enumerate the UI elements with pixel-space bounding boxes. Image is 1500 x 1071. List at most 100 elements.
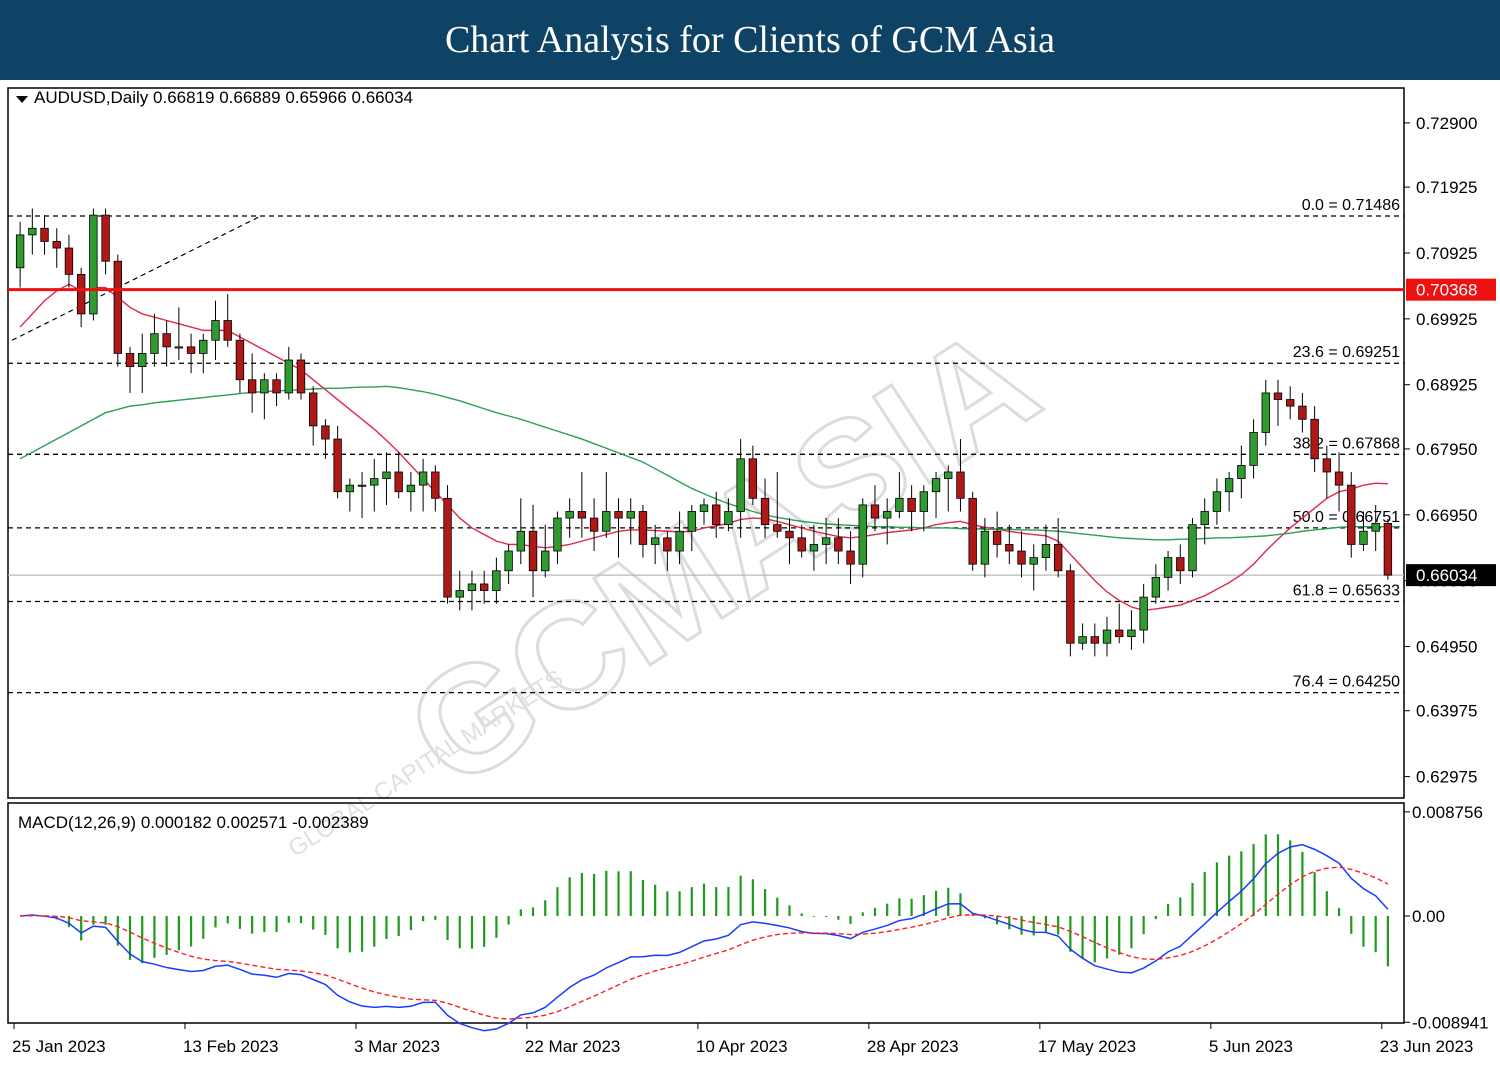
candle-body-down xyxy=(1347,484,1356,545)
price-tick-label: 0.69925 xyxy=(1416,310,1477,329)
candle-body-up xyxy=(28,227,37,236)
candle-body-down xyxy=(1298,405,1307,420)
candle-body-up xyxy=(1200,511,1209,526)
resistance-price-label: 0.70368 xyxy=(1416,281,1477,300)
candle-body-down xyxy=(846,550,855,565)
candle-body-down xyxy=(614,511,623,519)
candle-body-up xyxy=(565,511,574,519)
candle-body-up xyxy=(1237,464,1246,479)
macd-label: MACD(12,26,9) 0.000182 0.002571 -0.00238… xyxy=(18,813,369,832)
candle-body-down xyxy=(235,339,245,381)
candle xyxy=(370,458,379,512)
fib-level-label: 61.8 = 0.65633 xyxy=(1293,583,1400,600)
candle-body-up xyxy=(980,530,990,565)
candle xyxy=(394,452,403,499)
candle xyxy=(895,471,904,519)
candle-body-up xyxy=(858,504,867,565)
dashed-trendline xyxy=(11,215,261,341)
price-tick-label: 0.72900 xyxy=(1416,114,1477,133)
candle xyxy=(406,471,416,512)
macd-tick-label: -0.008941 xyxy=(1412,1013,1489,1032)
candle xyxy=(1017,531,1026,578)
candle xyxy=(846,531,855,584)
candle-body-down xyxy=(907,497,916,512)
candle-body-down xyxy=(589,517,599,532)
candle-body-up xyxy=(602,511,611,532)
candle xyxy=(1163,551,1173,591)
candle-body-down xyxy=(333,438,342,493)
candle xyxy=(553,511,562,565)
candle-body-down xyxy=(1286,399,1295,407)
candle xyxy=(1310,406,1319,472)
candle xyxy=(883,498,892,545)
time-tick-label: 5 Jun 2023 xyxy=(1209,1037,1293,1056)
macd-tick-label: 0.00 xyxy=(1412,907,1445,926)
candle xyxy=(345,478,355,512)
candle-body-up xyxy=(944,471,953,479)
candle-body-up xyxy=(260,379,269,394)
candle xyxy=(1237,445,1246,499)
candle-body-down xyxy=(1090,636,1099,644)
candle-body-up xyxy=(516,530,526,552)
candle-body-down xyxy=(968,497,977,565)
candle xyxy=(809,524,819,571)
candle-body-down xyxy=(663,537,672,552)
price-frame xyxy=(7,87,1405,799)
candle xyxy=(76,267,86,328)
candle xyxy=(1005,524,1014,565)
candle-body-up xyxy=(699,504,709,512)
candle xyxy=(1115,603,1124,644)
candle xyxy=(944,465,953,512)
candle-body-up xyxy=(931,478,941,493)
candle-body-down xyxy=(1017,550,1026,565)
candle xyxy=(1078,623,1087,650)
candle xyxy=(1029,544,1038,591)
candle-body-down xyxy=(1383,523,1393,576)
price-tick-label: 0.66950 xyxy=(1416,506,1477,525)
candle xyxy=(357,471,367,519)
candle xyxy=(309,386,318,446)
candle xyxy=(1371,504,1380,552)
candle xyxy=(968,491,977,571)
candle-body-up xyxy=(1212,491,1222,512)
candle xyxy=(150,313,159,367)
candle xyxy=(479,570,489,604)
candle-body-up xyxy=(406,484,416,493)
price-panel[interactable]: 0.72900 0.71925 0.70925 0.69925 0.68925 0.679… xyxy=(7,87,1496,799)
candle xyxy=(919,485,929,532)
candle-body-down xyxy=(992,530,1002,545)
price-tick-label: 0.62975 xyxy=(1416,768,1477,787)
candle xyxy=(724,498,733,532)
candle xyxy=(773,471,782,538)
candle-body-down xyxy=(186,346,196,354)
macd-panel[interactable]: 0.008756 0.00 -0.008941 MACD(12,26,9) 0.000… xyxy=(7,802,1489,1032)
candle xyxy=(1176,544,1185,584)
candle xyxy=(1041,524,1051,571)
candle-body-down xyxy=(443,497,452,598)
candle-body-up xyxy=(541,550,550,572)
candle-body-down xyxy=(394,471,403,493)
candle xyxy=(1383,518,1393,580)
candle xyxy=(675,511,684,565)
candle-body-up xyxy=(1249,432,1258,466)
candle-body-down xyxy=(76,273,86,315)
candle xyxy=(333,425,342,499)
candle-body-down xyxy=(1322,458,1332,473)
candle-body-down xyxy=(1310,418,1319,460)
candle-body-down xyxy=(296,359,306,394)
candle-body-up xyxy=(504,550,513,572)
candle-body-up xyxy=(1078,636,1087,644)
candle-body-up xyxy=(284,359,293,394)
candle-body-down xyxy=(479,583,489,591)
candle-body-up xyxy=(687,511,696,532)
candle xyxy=(565,498,574,538)
candle xyxy=(785,518,794,565)
candle-body-up xyxy=(1261,392,1270,433)
candle xyxy=(1053,518,1063,578)
macd-line xyxy=(20,843,1389,1032)
candle xyxy=(797,524,806,558)
price-tick-label: 0.63975 xyxy=(1416,702,1477,721)
candle xyxy=(284,346,293,400)
candle-body-down xyxy=(1005,544,1014,552)
